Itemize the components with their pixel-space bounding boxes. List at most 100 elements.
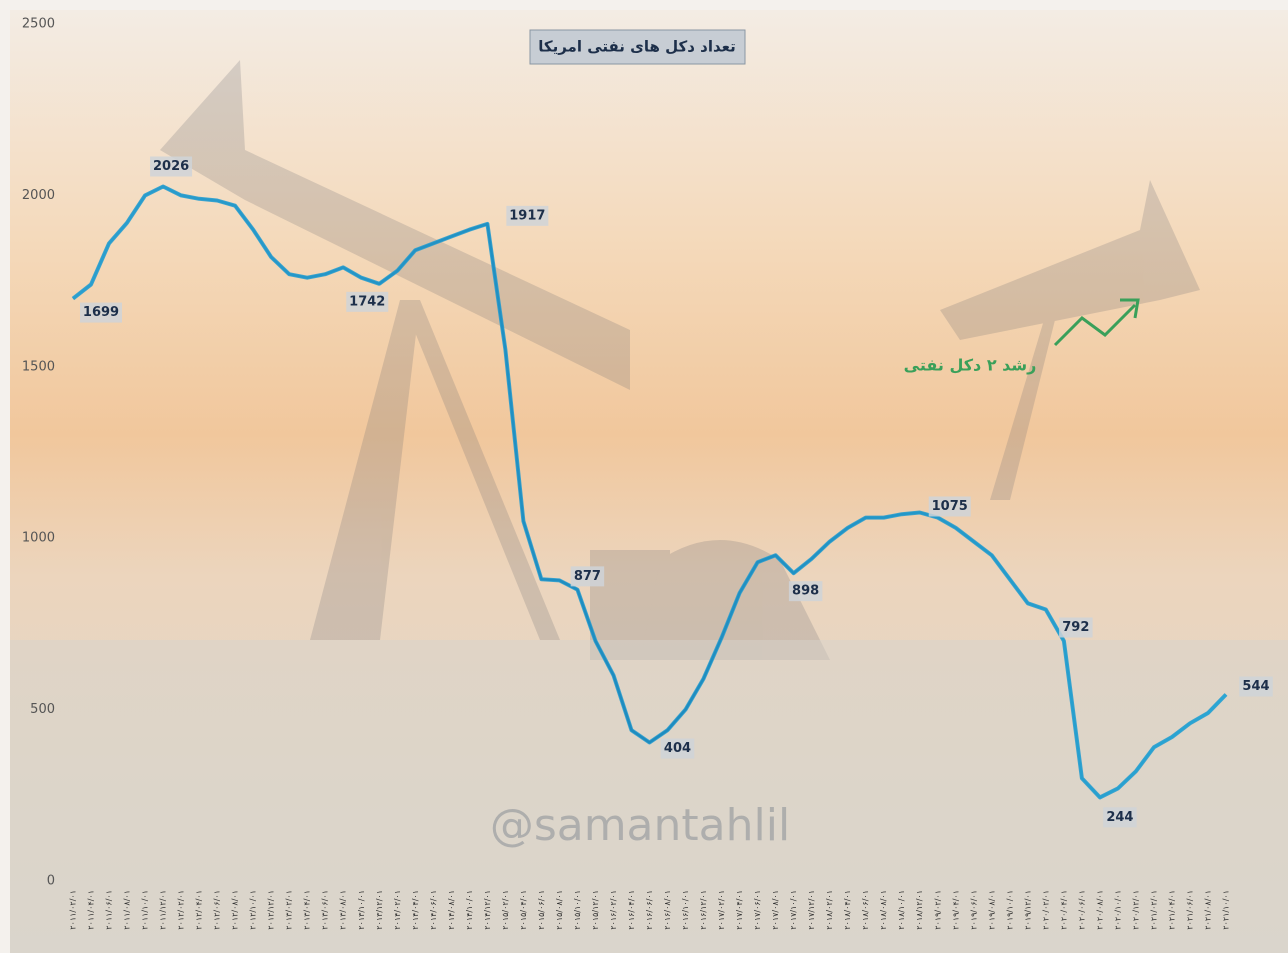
value-label-box xyxy=(928,496,971,517)
value-label: 544 xyxy=(1242,679,1269,694)
y-tick-label: 1500 xyxy=(22,359,55,374)
value-label: 877 xyxy=(574,569,601,584)
value-label-box xyxy=(788,581,823,602)
x-tick-label: ۲۰۱۳/۱۲/۰۱ xyxy=(375,890,384,930)
x-tick-label: ۲۰۱۵/۰۸/۰۱ xyxy=(555,890,564,930)
x-tick-label: ۲۰۱۷/۰۸/۰۱ xyxy=(771,890,780,930)
watermark: @samantahlil xyxy=(490,800,790,851)
x-tick-label: ۲۰۲۱/۰۴/۰۱ xyxy=(1167,890,1176,930)
y-tick-label: 2500 xyxy=(22,17,55,32)
x-tick-label: ۲۰۱۴/۱۰/۰۱ xyxy=(465,890,474,930)
chart-title: تعداد دکل های نفتی امریکا xyxy=(538,38,736,56)
x-tick-label: ۲۰۱۵/۰۶/۰۱ xyxy=(537,890,546,930)
x-tick-label: ۲۰۲۱/۱۰/۰۱ xyxy=(1222,890,1231,930)
x-tick-label: ۲۰۱۹/۰۲/۰۱ xyxy=(933,890,942,930)
x-tick-label: ۲۰۱۴/۰۲/۰۱ xyxy=(393,890,402,930)
x-tick-label: ۲۰۱۶/۰۸/۰۱ xyxy=(663,890,672,930)
x-tick-label: ۲۰۲۱/۰۶/۰۱ xyxy=(1185,890,1194,930)
x-tick-label: ۲۰۱۱/۰۴/۰۱ xyxy=(87,890,96,930)
x-tick-label: ۲۰۱۸/۰۶/۰۱ xyxy=(861,890,870,930)
x-tick-label: ۲۰۱۶/۰۲/۰۱ xyxy=(609,890,618,930)
line-highlight xyxy=(72,185,1227,799)
x-tick-label: ۲۰۱۵/۰۴/۰۱ xyxy=(519,890,528,930)
x-tick-label: ۲۰۱۱/۱۰/۰۱ xyxy=(141,890,150,930)
x-tick-label: ۲۰۲۱/۰۲/۰۱ xyxy=(1149,890,1158,930)
x-tick-label: ۲۰۱۴/۰۴/۰۱ xyxy=(411,890,420,930)
x-tick-label: ۲۰۲۰/۰۴/۰۱ xyxy=(1059,890,1068,930)
value-label: 792 xyxy=(1062,620,1089,635)
x-tick-label: ۲۰۱۲/۰۴/۰۱ xyxy=(195,890,204,930)
value-label: 1699 xyxy=(83,305,119,320)
x-tick-label: ۲۰۱۱/۰۶/۰۱ xyxy=(105,890,114,930)
value-label-box xyxy=(1239,676,1273,697)
foreground-mist xyxy=(10,640,1288,953)
value-label-box xyxy=(570,566,605,587)
value-label-box xyxy=(1059,617,1093,638)
value-label: 1742 xyxy=(349,294,385,309)
x-tick-label: ۲۰۱۲/۱۲/۰۱ xyxy=(267,890,276,930)
value-label: 898 xyxy=(792,584,819,599)
x-tick-label: ۲۰۱۸/۱۰/۰۱ xyxy=(897,890,906,930)
x-tick-label: ۲۰۱۷/۰۶/۰۱ xyxy=(753,890,762,930)
x-tick-label: ۲۰۱۷/۱۰/۰۱ xyxy=(789,890,798,930)
x-tick-label: ۲۰۱۳/۰۲/۰۱ xyxy=(285,890,294,930)
x-tick-label: ۲۰۱۸/۰۲/۰۱ xyxy=(825,890,834,930)
value-label-box xyxy=(346,291,389,312)
value-label: 404 xyxy=(664,741,691,756)
x-tick-label: ۲۰۱۸/۰۸/۰۱ xyxy=(879,890,888,930)
annotation: رشد ۲ دکل نفتی xyxy=(904,356,1037,375)
y-tick-label: 1000 xyxy=(22,531,55,546)
x-tick-label: ۲۰۱۶/۰۶/۰۱ xyxy=(645,890,654,930)
x-tick-label: ۲۰۱۹/۱۰/۰۱ xyxy=(1005,890,1014,930)
annotation-arrow xyxy=(1053,303,1137,347)
x-tick-label: ۲۰۱۳/۰۸/۰۱ xyxy=(339,890,348,930)
pumpjack-silhouette xyxy=(160,60,1200,660)
x-tick-label: ۲۰۱۲/۰۲/۰۱ xyxy=(177,890,186,930)
x-tick-label: ۲۰۱۱/۰۸/۰۱ xyxy=(123,890,132,930)
x-tick-label: ۲۰۱۳/۰۶/۰۱ xyxy=(321,890,330,930)
x-tick-label: ۲۰۱۹/۰۴/۰۱ xyxy=(951,890,960,930)
value-label-box xyxy=(1103,807,1137,828)
x-tick-label: ۲۰۱۹/۰۶/۰۱ xyxy=(969,890,978,930)
value-label-box xyxy=(660,738,695,759)
x-tick-label: ۲۰۱۴/۱۲/۰۱ xyxy=(483,890,492,930)
x-tick-label: ۲۰۱۲/۰۶/۰۱ xyxy=(213,890,222,930)
x-tick-label: ۲۰۱۲/۰۸/۰۱ xyxy=(231,890,240,930)
y-tick-label: 500 xyxy=(30,702,55,717)
x-tick-label: ۲۰۱۴/۰۶/۰۱ xyxy=(429,890,438,930)
x-tick-label: ۲۰۱۷/۰۴/۰۱ xyxy=(735,890,744,930)
x-tick-label: ۲۰۱۵/۱۰/۰۱ xyxy=(573,890,582,930)
x-tick-label: ۲۰۲۰/۰۸/۰۱ xyxy=(1095,890,1104,930)
x-tick-label: ۲۰۱۱/۰۲/۰۱ xyxy=(69,890,78,930)
x-tick-label: ۲۰۱۲/۱۰/۰۱ xyxy=(249,890,258,930)
y-tick-label: 0 xyxy=(47,874,55,889)
x-tick-label: ۲۰۲۰/۰۲/۰۱ xyxy=(1041,890,1050,930)
value-label-box xyxy=(506,205,549,226)
title-box xyxy=(529,29,746,65)
x-tick-label: ۲۰۱۷/۱۲/۰۱ xyxy=(807,890,816,930)
value-label: 2026 xyxy=(153,159,189,174)
value-label: 244 xyxy=(1106,810,1133,825)
x-tick-label: ۲۰۲۰/۱۰/۰۱ xyxy=(1113,890,1122,930)
x-tick-label: ۲۰۱۸/۱۲/۰۱ xyxy=(915,890,924,930)
x-tick-label: ۲۰۲۱/۰۸/۰۱ xyxy=(1203,890,1212,930)
value-label: 1917 xyxy=(509,208,545,223)
value-label: 1075 xyxy=(932,499,968,514)
x-tick-label: ۲۰۱۱/۱۲/۰۱ xyxy=(159,890,168,930)
x-tick-label: ۲۰۱۹/۱۲/۰۱ xyxy=(1023,890,1032,930)
x-tick-label: ۲۰۱۴/۰۸/۰۱ xyxy=(447,890,456,930)
y-tick-label: 2000 xyxy=(22,188,55,203)
x-tick-label: ۲۰۱۳/۰۴/۰۱ xyxy=(303,890,312,930)
x-tick-label: ۲۰۲۰/۰۶/۰۱ xyxy=(1077,890,1086,930)
x-tick-label: ۲۰۲۰/۱۲/۰۱ xyxy=(1131,890,1140,930)
value-label-box xyxy=(150,156,193,177)
x-tick-label: ۲۰۱۶/۰۴/۰۱ xyxy=(627,890,636,930)
x-tick-label: ۲۰۱۵/۰۲/۰۱ xyxy=(501,890,510,930)
x-tick-label: ۲۰۱۶/۱۰/۰۱ xyxy=(681,890,690,930)
annotation-arrowhead xyxy=(1120,298,1140,319)
x-tick-label: ۲۰۱۵/۱۲/۰۱ xyxy=(591,890,600,930)
x-tick-label: ۲۰۱۷/۰۲/۰۱ xyxy=(717,890,726,930)
x-tick-label: ۲۰۱۳/۱۰/۰۱ xyxy=(357,890,366,930)
